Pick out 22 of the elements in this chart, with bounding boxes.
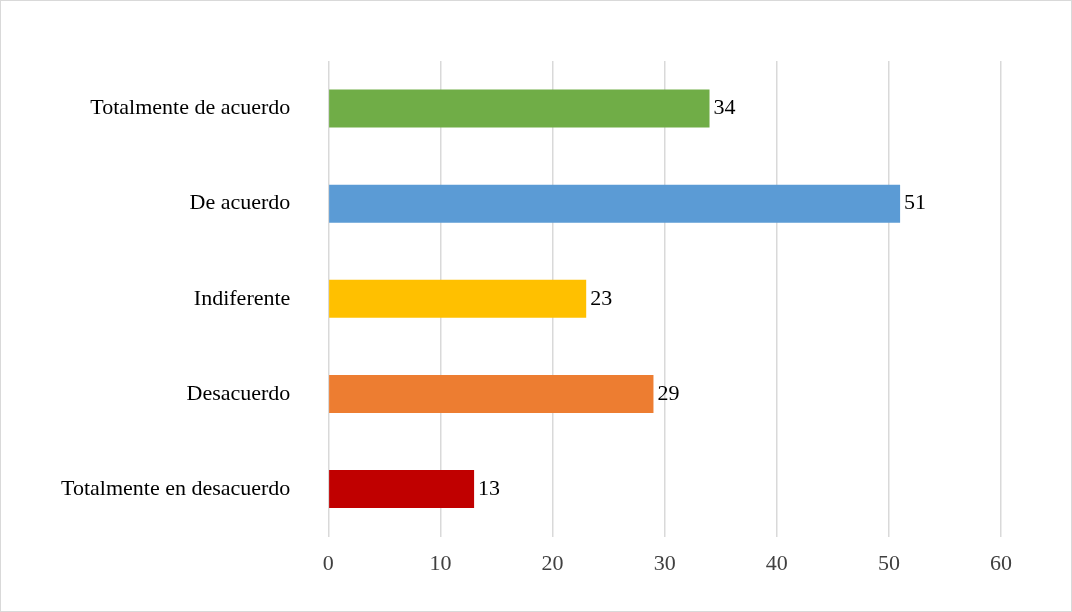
data-label: 23 xyxy=(590,284,613,310)
bar xyxy=(329,89,710,128)
y-tick-label: Totalmente en desacuerdo xyxy=(61,474,291,500)
data-label: 29 xyxy=(657,379,680,405)
data-label: 51 xyxy=(904,189,927,215)
y-tick-label: Totalmente de acuerdo xyxy=(90,94,291,120)
bar xyxy=(329,374,654,413)
bar xyxy=(329,470,475,509)
x-tick-label: 20 xyxy=(541,549,564,575)
bar xyxy=(329,279,587,318)
x-tick-label: 40 xyxy=(765,549,788,575)
x-tick-label: 50 xyxy=(877,549,900,575)
x-tick-label: 10 xyxy=(429,549,452,575)
data-label: 13 xyxy=(478,474,501,500)
y-tick-label: De acuerdo xyxy=(189,189,291,215)
x-tick-label: 0 xyxy=(322,549,334,575)
data-label: 34 xyxy=(713,94,736,120)
y-tick-label: Indiferente xyxy=(193,284,291,310)
x-tick-label: 60 xyxy=(990,549,1012,575)
bar xyxy=(329,184,901,223)
y-tick-label: Desacuerdo xyxy=(186,379,291,405)
x-tick-label: 30 xyxy=(653,549,676,575)
